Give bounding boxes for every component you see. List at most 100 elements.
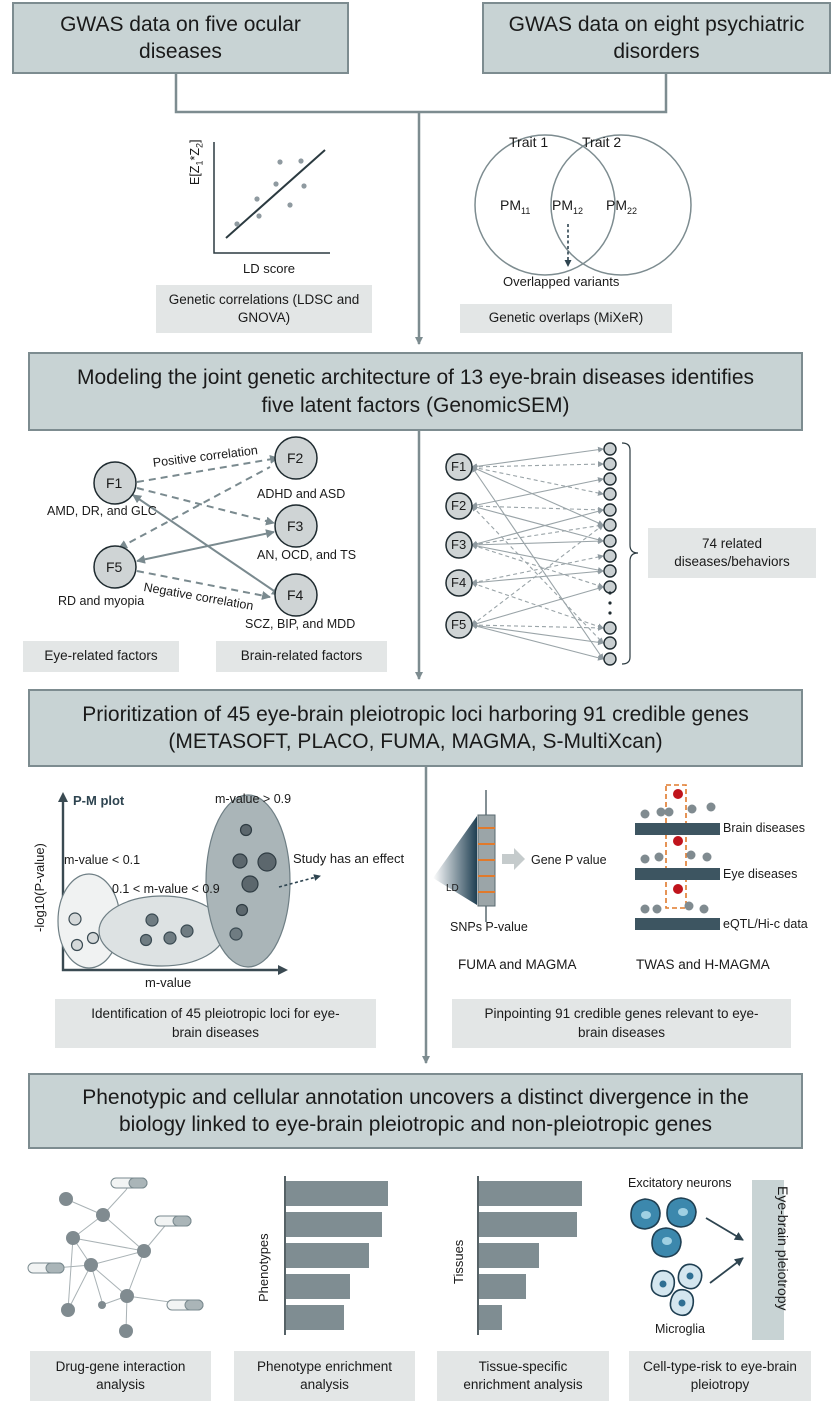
bar (479, 1181, 582, 1206)
ldsc-x-label: LD score (243, 261, 296, 276)
factor-diagram (93, 436, 318, 617)
factor-f3-desc: AN, OCD, and TS (257, 548, 357, 562)
network-f5-label: F5 (451, 617, 467, 632)
bar (479, 1212, 577, 1237)
bar (286, 1212, 382, 1237)
pm-effect-label: Study has an effect (293, 851, 405, 866)
trait-node (603, 442, 617, 456)
celltype-caption-text: Cell-type-risk to eye-brain pleiotropy (643, 1358, 797, 1392)
ldsc-scatter (213, 142, 330, 254)
bar (286, 1305, 344, 1330)
pleiotropic-loci-caption: Identification of 45 pleiotropic loci fo… (55, 999, 376, 1048)
factor-f2-label: F2 (287, 450, 304, 466)
mixer-caption-text: Genetic overlaps (MiXeR) (488, 310, 644, 326)
network-edge (471, 568, 604, 586)
trait-node (603, 621, 617, 635)
prioritization-text: Prioritization of 45 eye-brain pleiotrop… (82, 702, 749, 753)
tissue-chart (477, 1176, 582, 1335)
ldsc-caption-text: Genetic correlations (LDSC and GNOVA) (168, 291, 360, 325)
trait-network (445, 442, 639, 666)
bar (479, 1243, 539, 1268)
mixer-caption: Genetic overlaps (MiXeR) (460, 304, 672, 333)
pm-plot (57, 792, 321, 975)
factor-f5-desc: RD and myopia (58, 594, 145, 608)
network-edge (471, 554, 604, 585)
excitatory-neurons-label: Excitatory neurons (628, 1176, 732, 1190)
trait-node (603, 580, 617, 594)
snp-pvalue-label: SNPs P-value (450, 920, 528, 934)
annotation-text: Phenotypic and cellular annotation uncov… (82, 1085, 749, 1136)
ldsc-y-label: E[Z1*Z2] (188, 139, 205, 185)
phenotype-chart (284, 1176, 388, 1335)
pm12-label: PM12 (552, 197, 584, 216)
tissue-caption-text: Tissue-specific enrichment analysis (463, 1358, 583, 1392)
credible-genes-caption: Pinpointing 91 credible genes relevant t… (452, 999, 791, 1048)
trait-node (603, 457, 617, 471)
trait-node (603, 472, 617, 486)
eye-brain-pleiotropy-label: Eye-brain pleiotropy (775, 1186, 791, 1311)
network-edge (471, 585, 604, 627)
psychiatric-gwas-header: GWAS data on eight psychiatric disorders (482, 2, 831, 74)
flow-connectors (174, 74, 668, 1064)
network-edge (471, 477, 604, 508)
network-edge (471, 543, 604, 573)
eye-factors-caption: Eye-related factors (23, 641, 179, 672)
pm-plot-title: P-M plot (73, 793, 125, 808)
brain-diseases-label: Brain diseases (723, 821, 805, 835)
microglia-label: Microglia (655, 1322, 706, 1336)
network-f1-label: F1 (451, 459, 467, 474)
related-diseases-caption: 74 related diseases/behaviors (648, 528, 816, 578)
prioritization-header: Prioritization of 45 eye-brain pleiotrop… (28, 689, 803, 767)
network-edge (471, 505, 604, 644)
network-edge (471, 538, 604, 548)
factor-f5-label: F5 (106, 559, 123, 575)
trait-node (603, 636, 617, 650)
pm-low-label: m-value < 0.1 (64, 853, 141, 867)
factor-f2-desc: ADHD and ASD (257, 487, 346, 501)
pleiotropic-loci-text: Identification of 45 pleiotropic loci fo… (91, 1006, 340, 1040)
bar (286, 1243, 369, 1268)
brain-factors-caption: Brain-related factors (216, 641, 387, 672)
factor-f4-label: F4 (287, 587, 304, 603)
ldsc-caption: Genetic correlations (LDSC and GNOVA) (156, 285, 372, 333)
tissue-axis-label: Tissues (451, 1239, 466, 1284)
mixer-venn (474, 134, 692, 276)
pm-high-label: m-value > 0.9 (215, 792, 292, 806)
phenotype-axis-label: Phenotypes (256, 1233, 271, 1302)
ocular-gwas-text: GWAS data on five ocular diseases (60, 12, 301, 63)
pm22-label: PM22 (606, 197, 638, 216)
brain-factors-text: Brain-related factors (240, 648, 363, 664)
ocular-gwas-header: GWAS data on five ocular diseases (12, 2, 349, 74)
trait-node (603, 564, 617, 578)
drug-gene-text: Drug-gene interaction analysis (55, 1358, 186, 1392)
trait-node (603, 534, 617, 548)
annotation-header: Phenotypic and cellular annotation uncov… (28, 1073, 803, 1149)
twas-title: TWAS and H-MAGMA (636, 957, 770, 972)
pm-y-label: -log10(P-value) (32, 843, 47, 932)
genomicsem-header: Modeling the joint genetic architecture … (28, 352, 803, 431)
gene-pvalue-label: Gene P value (531, 853, 607, 867)
trait1-label: Trait 1 (509, 134, 549, 150)
trait2-label: Trait 2 (582, 134, 622, 150)
overlap-label: Overlapped variants (503, 274, 620, 289)
credible-genes-text: Pinpointing 91 credible genes relevant t… (484, 1006, 759, 1040)
drug-gene-caption: Drug-gene interaction analysis (30, 1351, 211, 1401)
phenotype-caption-text: Phenotype enrichment analysis (256, 1358, 393, 1392)
factor-f1-desc: AMD, DR, and GLC (47, 504, 157, 518)
phenotype-caption: Phenotype enrichment analysis (234, 1351, 415, 1401)
eqtl-label: eQTL/Hi-c data (723, 917, 808, 931)
network-f2-label: F2 (451, 498, 467, 513)
eye-diseases-label: Eye diseases (723, 867, 798, 881)
bar (479, 1305, 502, 1330)
psychiatric-gwas-text: GWAS data on eight psychiatric disorders (508, 12, 805, 63)
fuma-title: FUMA and MAGMA (458, 957, 577, 972)
pm-x-label: m-value (145, 975, 192, 990)
trait-node (603, 652, 617, 666)
factor-f1-label: F1 (106, 475, 123, 491)
network-edge (471, 465, 604, 496)
network-edge (471, 622, 604, 631)
trait-node (603, 518, 617, 532)
celltype-caption: Cell-type-risk to eye-brain pleiotropy (629, 1351, 811, 1401)
trait-node (603, 549, 617, 563)
